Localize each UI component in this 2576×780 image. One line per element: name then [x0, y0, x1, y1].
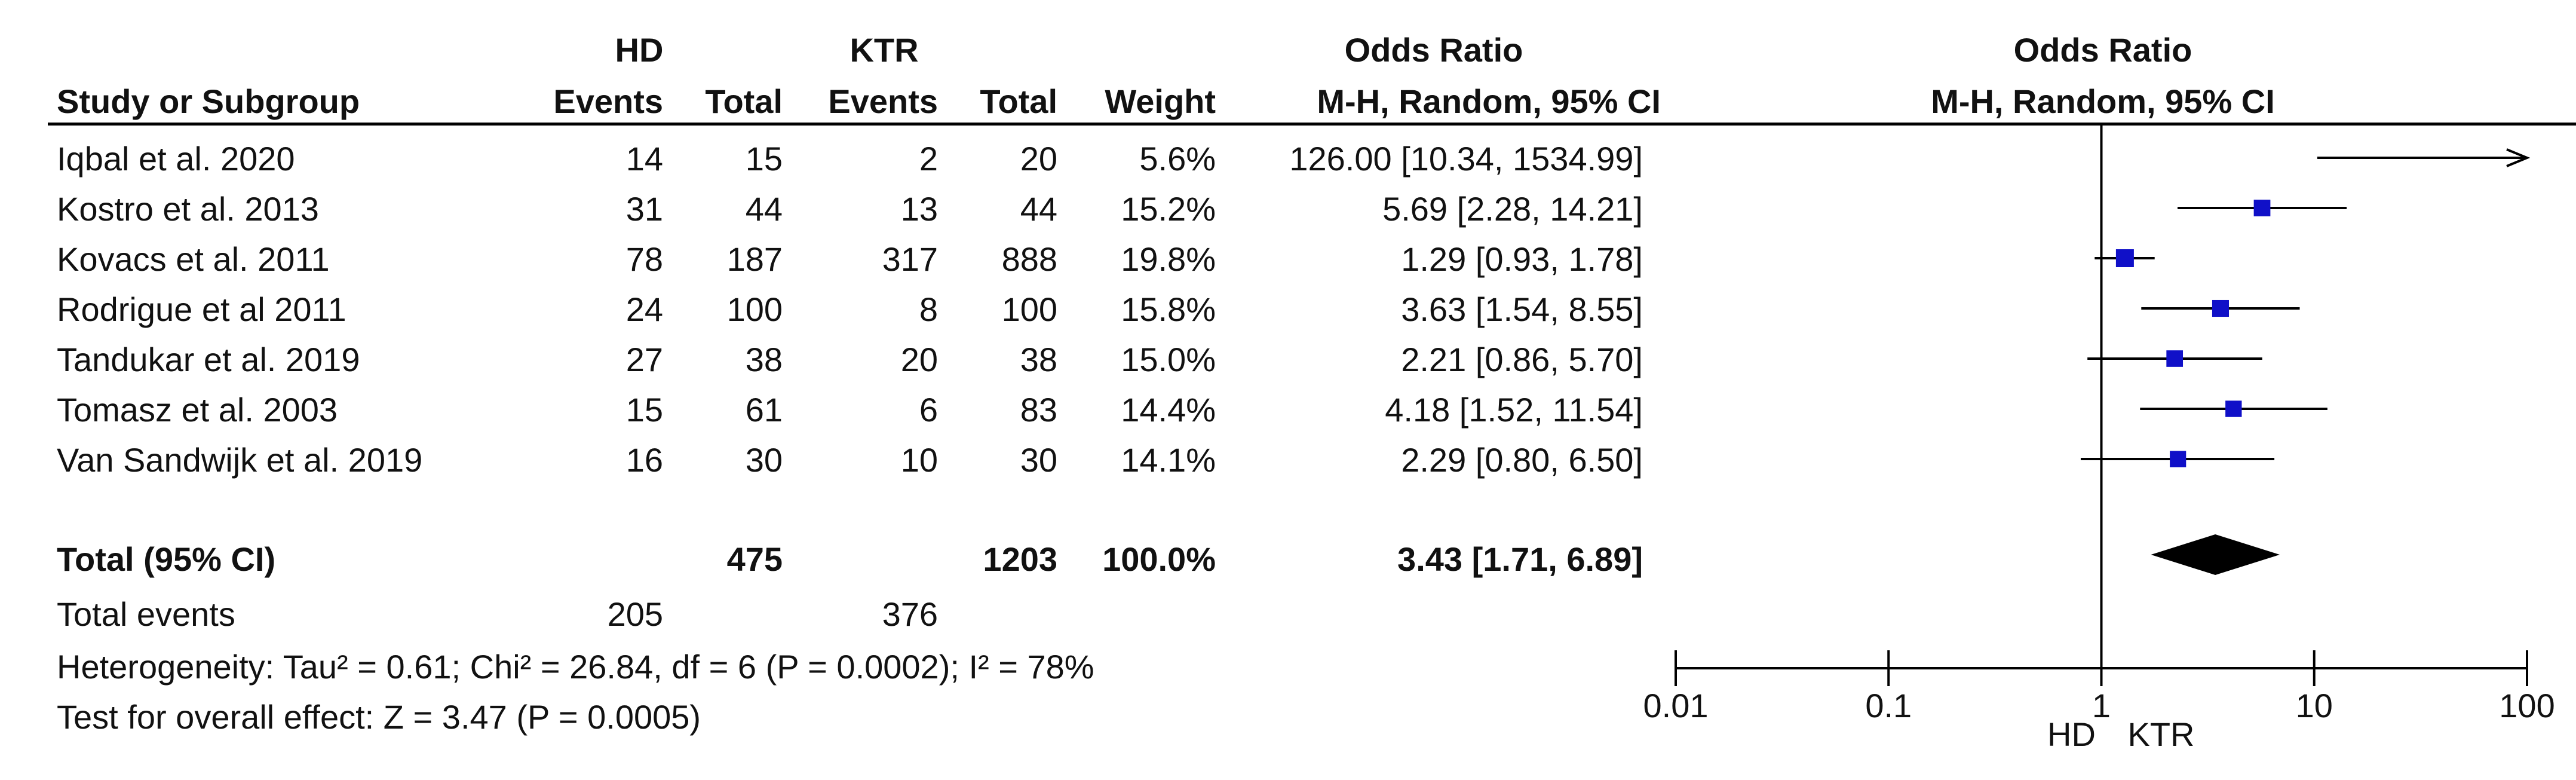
- study-row-weight: 15.0%: [1121, 341, 1216, 378]
- total-events-label: Total events: [57, 595, 235, 633]
- study-row-events-ktr: 10: [900, 441, 938, 479]
- total-row-total-hd: 475: [726, 540, 783, 578]
- header-odds-ratio-left: Odds Ratio: [1344, 31, 1523, 69]
- study-row-weight: 5.6%: [1139, 140, 1216, 178]
- total-row-ci: 3.43 [1.71, 6.89]: [1397, 540, 1643, 578]
- study-row-odds-ratio-ci: 4.18 [1.52, 11.54]: [1385, 391, 1643, 429]
- study-row-odds-ratio-ci: 126.00 [10.34, 1534.99]: [1289, 140, 1643, 178]
- header-events-ktr: Events: [828, 82, 938, 120]
- study-row-events-hd: 78: [625, 240, 663, 278]
- study-row-events-ktr: 6: [919, 391, 938, 429]
- header-study: Study or Subgroup: [57, 82, 360, 120]
- study-row-study-name: Kostro et al. 2013: [57, 190, 319, 228]
- header-method-left: M-H, Random, 95% CI: [1317, 82, 1661, 120]
- pooled-diamond: [2151, 534, 2280, 575]
- header-total-ktr: Total: [980, 82, 1057, 120]
- study-row-study-name: Rodrigue et al 2011: [57, 290, 346, 328]
- study-row-study-name: Iqbal et al. 2020: [57, 140, 295, 178]
- study-row-events-hd: 27: [625, 341, 663, 378]
- x-tick-label: 10: [2296, 687, 2333, 724]
- header-group-ktr: KTR: [850, 31, 919, 69]
- study-row-odds-ratio-ci: 3.63 [1.54, 8.55]: [1401, 290, 1643, 328]
- header-rule: [48, 123, 2576, 126]
- study-row-total-ktr: 100: [1001, 290, 1057, 328]
- header-group-hd: HD: [615, 31, 664, 69]
- study-row-total-ktr: 44: [1020, 190, 1057, 228]
- heterogeneity-note: Heterogeneity: Tau² = 0.61; Chi² = 26.84…: [57, 648, 1094, 686]
- study-row-total-hd: 38: [745, 341, 783, 378]
- study-row-total-ktr: 30: [1020, 441, 1057, 479]
- header-odds-ratio-right: Odds Ratio: [2013, 31, 2192, 69]
- favours-left-label: HD: [2047, 715, 2096, 753]
- study-marker: [2253, 200, 2271, 216]
- study-row-events-hd: 15: [625, 391, 663, 429]
- study-row-events-hd: 24: [625, 290, 663, 328]
- header-weight: Weight: [1105, 82, 1216, 120]
- study-row-events-ktr: 13: [900, 190, 938, 228]
- study-row-study-name: Tandukar et al. 2019: [57, 341, 360, 378]
- study-row-odds-ratio-ci: 5.69 [2.28, 14.21]: [1382, 190, 1643, 228]
- x-tick-label: 100: [2499, 687, 2554, 724]
- x-tick-label: 0.01: [1643, 687, 1709, 724]
- header-total-hd: Total: [705, 82, 783, 120]
- study-row-events-hd: 14: [625, 140, 663, 178]
- study-row-odds-ratio-ci: 2.21 [0.86, 5.70]: [1401, 341, 1643, 378]
- study-row-total-ktr: 83: [1020, 391, 1057, 429]
- total-row-label: Total (95% CI): [57, 540, 276, 578]
- study-row-study-name: Tomasz et al. 2003: [57, 391, 338, 429]
- study-row-total-hd: 100: [726, 290, 783, 328]
- study-row-weight: 14.4%: [1121, 391, 1216, 429]
- study-marker: [2170, 451, 2186, 467]
- study-row-weight: 14.1%: [1121, 441, 1216, 479]
- total-events-ktr: 376: [882, 595, 938, 633]
- study-row-total-ktr: 20: [1020, 140, 1057, 178]
- study-marker: [2166, 350, 2184, 367]
- x-tick-label: 1: [2092, 687, 2111, 724]
- study-row-events-ktr: 317: [882, 240, 938, 278]
- study-row-total-hd: 44: [745, 190, 783, 228]
- study-row-events-ktr: 8: [919, 290, 938, 328]
- total-row-total-ktr: 1203: [983, 540, 1057, 578]
- favours-right-label: KTR: [2128, 715, 2195, 753]
- study-row-events-ktr: 2: [919, 140, 938, 178]
- header-method-right: M-H, Random, 95% CI: [1931, 82, 2275, 120]
- total-events-hd: 205: [607, 595, 663, 633]
- study-row-odds-ratio-ci: 1.29 [0.93, 1.78]: [1401, 240, 1643, 278]
- study-row-total-hd: 30: [745, 441, 783, 479]
- study-row-total-hd: 61: [745, 391, 783, 429]
- study-row-study-name: Van Sandwijk et al. 2019: [57, 441, 423, 479]
- study-row-study-name: Kovacs et al. 2011: [57, 240, 330, 278]
- study-row-total-ktr: 38: [1020, 341, 1057, 378]
- study-row-total-ktr: 888: [1001, 240, 1057, 278]
- overall-effect-note: Test for overall effect: Z = 3.47 (P = 0…: [57, 698, 701, 736]
- study-row-events-ktr: 20: [900, 341, 938, 378]
- study-marker: [2212, 299, 2230, 317]
- study-row-weight: 19.8%: [1121, 240, 1216, 278]
- study-row-events-hd: 31: [625, 190, 663, 228]
- study-row-weight: 15.8%: [1121, 290, 1216, 328]
- ci-arrow: [2506, 148, 2531, 167]
- study-row-events-hd: 16: [625, 441, 663, 479]
- study-row-odds-ratio-ci: 2.29 [0.80, 6.50]: [1401, 441, 1643, 479]
- x-tick-label: 0.1: [1865, 687, 1912, 724]
- study-row-total-hd: 15: [745, 140, 783, 178]
- study-marker: [2115, 249, 2134, 267]
- study-row-weight: 15.2%: [1121, 190, 1216, 228]
- study-row-total-hd: 187: [726, 240, 783, 278]
- header-events-hd: Events: [553, 82, 663, 120]
- study-marker: [2225, 400, 2242, 417]
- total-row-weight: 100.0%: [1102, 540, 1216, 578]
